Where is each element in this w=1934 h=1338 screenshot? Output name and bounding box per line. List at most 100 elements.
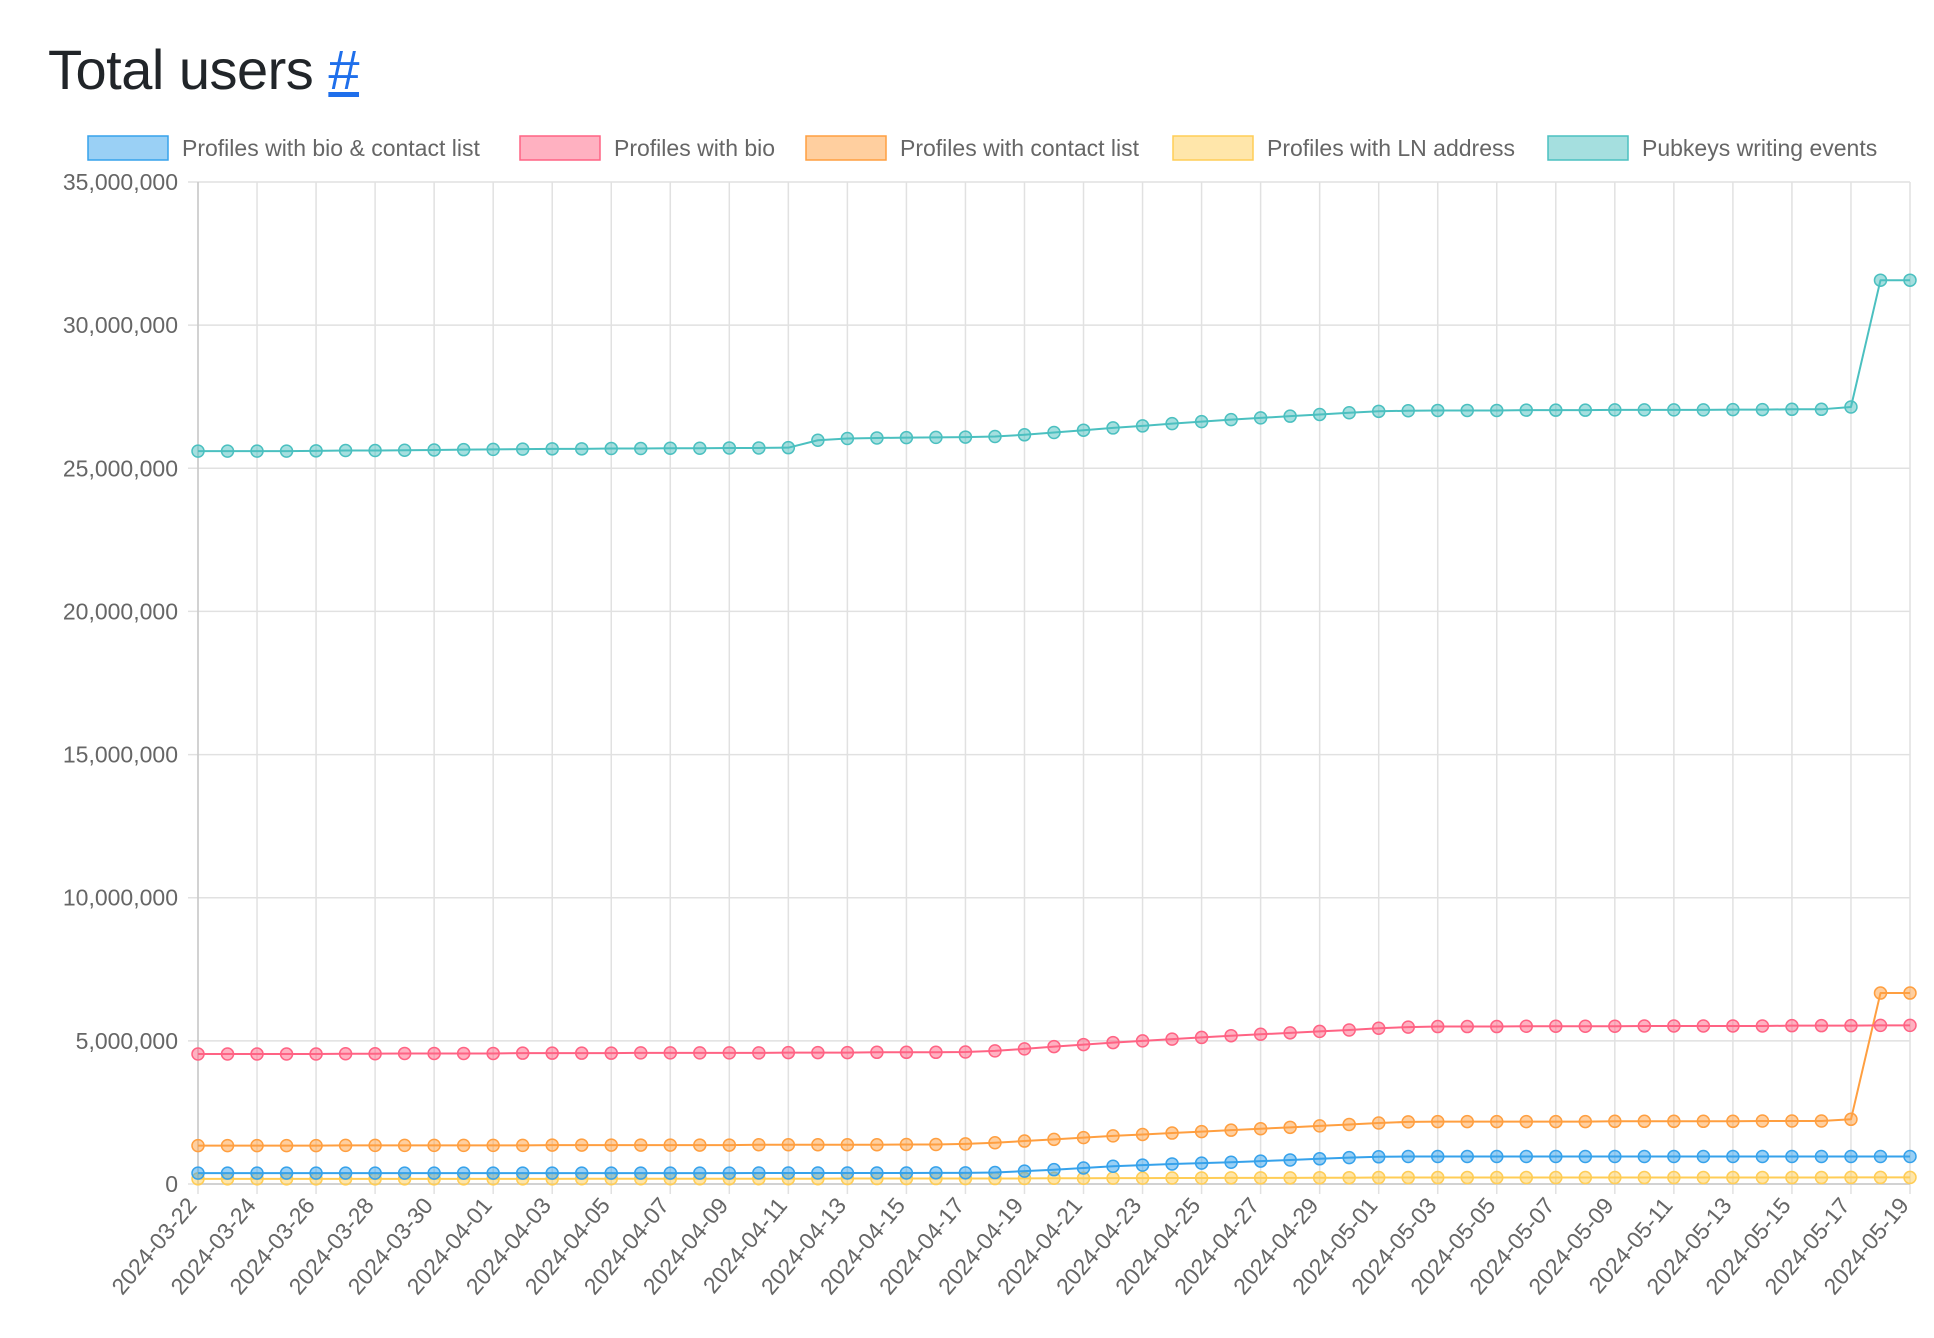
data-point[interactable]	[604, 1138, 618, 1152]
data-point[interactable]	[220, 1047, 235, 1061]
data-point[interactable]	[1814, 1114, 1829, 1128]
data-point[interactable]	[958, 1137, 973, 1151]
data-point[interactable]	[1608, 1114, 1622, 1129]
data-point[interactable]	[309, 1138, 323, 1153]
data-point[interactable]	[899, 1045, 914, 1060]
data-point[interactable]	[1844, 1112, 1858, 1127]
data-point[interactable]	[1135, 1158, 1150, 1172]
data-point[interactable]	[1135, 1034, 1150, 1048]
data-point[interactable]	[1696, 1019, 1711, 1033]
data-point[interactable]	[1460, 403, 1474, 418]
data-point[interactable]	[1165, 1157, 1179, 1171]
data-point[interactable]	[486, 1046, 500, 1061]
data-point[interactable]	[1578, 403, 1593, 417]
data-point[interactable]	[220, 444, 235, 458]
data-point[interactable]	[574, 1046, 589, 1060]
data-point[interactable]	[1873, 1170, 1888, 1185]
data-point[interactable]	[1460, 1170, 1474, 1185]
data-point[interactable]	[1076, 1130, 1091, 1145]
data-point[interactable]	[1106, 1159, 1120, 1174]
data-point[interactable]	[1283, 1153, 1297, 1167]
data-point[interactable]	[1490, 403, 1504, 418]
data-point[interactable]	[515, 1138, 530, 1153]
data-point[interactable]	[1224, 1123, 1238, 1137]
data-point[interactable]	[899, 1137, 914, 1152]
data-point[interactable]	[1371, 1021, 1386, 1036]
data-point[interactable]	[574, 1138, 589, 1152]
data-point[interactable]	[722, 441, 737, 455]
data-point[interactable]	[1312, 1152, 1327, 1166]
data-point[interactable]	[1401, 1149, 1415, 1164]
data-point[interactable]	[1608, 1019, 1622, 1034]
data-point[interactable]	[1194, 1171, 1209, 1185]
data-point[interactable]	[515, 1046, 530, 1060]
data-point[interactable]	[1608, 1170, 1622, 1185]
data-point[interactable]	[574, 442, 589, 456]
data-point[interactable]	[899, 430, 914, 445]
data-point[interactable]	[1726, 1019, 1740, 1033]
data-point[interactable]	[338, 443, 353, 458]
data-point[interactable]	[279, 1047, 294, 1061]
data-point[interactable]	[811, 433, 825, 447]
data-point[interactable]	[1490, 1149, 1504, 1164]
data-point[interactable]	[368, 443, 382, 458]
data-point[interactable]	[1667, 1114, 1681, 1129]
legend-item[interactable]: Profiles with bio	[519, 135, 775, 161]
data-point[interactable]	[279, 1166, 294, 1180]
data-point[interactable]	[1017, 428, 1032, 442]
data-point[interactable]	[338, 1166, 353, 1180]
data-point[interactable]	[1549, 1114, 1563, 1129]
data-point[interactable]	[1253, 1027, 1268, 1042]
data-point[interactable]	[1578, 1170, 1593, 1185]
data-point[interactable]	[693, 1138, 707, 1152]
data-point[interactable]	[397, 1138, 412, 1153]
data-point[interactable]	[1873, 1018, 1888, 1033]
data-point[interactable]	[1401, 403, 1415, 418]
data-point[interactable]	[1371, 1170, 1386, 1185]
data-point[interactable]	[781, 440, 796, 455]
data-point[interactable]	[663, 1046, 678, 1060]
data-point[interactable]	[250, 444, 264, 458]
data-point[interactable]	[1342, 1117, 1356, 1132]
data-point[interactable]	[1135, 1171, 1150, 1185]
data-point[interactable]	[456, 1046, 471, 1061]
data-point[interactable]	[1814, 1018, 1829, 1033]
data-point[interactable]	[1342, 1023, 1356, 1037]
data-point[interactable]	[840, 431, 855, 446]
data-point[interactable]	[1814, 402, 1829, 417]
data-point[interactable]	[1903, 1170, 1917, 1185]
data-point[interactable]	[486, 1166, 500, 1180]
data-point[interactable]	[1106, 1129, 1120, 1143]
data-point[interactable]	[1667, 1170, 1681, 1185]
data-point[interactable]	[1844, 1170, 1858, 1185]
data-point[interactable]	[722, 1138, 737, 1152]
data-point[interactable]	[1224, 1028, 1238, 1043]
data-point[interactable]	[663, 441, 678, 455]
data-point[interactable]	[1549, 1170, 1563, 1185]
data-point[interactable]	[988, 1136, 1002, 1150]
data-point[interactable]	[1873, 986, 1888, 1000]
data-point[interactable]	[368, 1138, 382, 1153]
data-point[interactable]	[1519, 1170, 1534, 1185]
data-point[interactable]	[1165, 1126, 1179, 1140]
data-point[interactable]	[1047, 425, 1061, 440]
legend-item[interactable]: Profiles with contact list	[805, 135, 1140, 161]
data-point[interactable]	[634, 1138, 648, 1152]
data-point[interactable]	[309, 1166, 323, 1180]
data-point[interactable]	[1519, 1149, 1534, 1164]
data-point[interactable]	[1608, 1149, 1622, 1164]
data-point[interactable]	[250, 1166, 264, 1180]
data-point[interactable]	[722, 1166, 737, 1180]
data-point[interactable]	[604, 1046, 618, 1060]
data-point[interactable]	[1726, 402, 1740, 417]
data-point[interactable]	[1106, 1171, 1120, 1185]
data-point[interactable]	[1903, 1018, 1917, 1033]
data-point[interactable]	[929, 1166, 943, 1180]
data-point[interactable]	[693, 1166, 707, 1180]
data-point[interactable]	[1726, 1114, 1740, 1129]
data-point[interactable]	[1726, 1149, 1740, 1164]
data-point[interactable]	[1755, 1114, 1770, 1128]
data-point[interactable]	[870, 1138, 884, 1152]
data-point[interactable]	[870, 1166, 884, 1180]
data-point[interactable]	[486, 1138, 500, 1153]
